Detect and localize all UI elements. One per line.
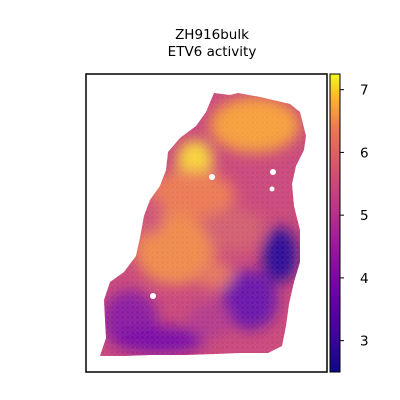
tissue-gap [209, 174, 215, 180]
colorbar-tick-label: 3 [360, 334, 369, 350]
chart-subtitle: ETV6 activity [168, 44, 257, 60]
tissue-gap [162, 155, 168, 161]
spatial-map [85, 73, 328, 373]
colorbar: 3 4 5 6 7 [329, 73, 369, 373]
tissue-gap [270, 169, 276, 175]
chart-title: ZH916bulk [175, 27, 249, 43]
tissue-region [100, 93, 306, 356]
tissue-gap [269, 186, 275, 192]
colorbar-tick-label: 5 [360, 208, 369, 224]
plot-frame [85, 73, 328, 373]
chart-title-group: ZH916bulk ETV6 activity [168, 27, 257, 60]
colorbar-tick-label: 6 [360, 145, 369, 161]
tissue-gap [150, 293, 156, 299]
colorbar-gradient [329, 73, 341, 373]
colorbar-tick-label: 4 [360, 271, 369, 287]
colorbar-tick-label: 7 [360, 83, 369, 99]
colorbar-ticks: 3 4 5 6 7 [340, 83, 369, 350]
